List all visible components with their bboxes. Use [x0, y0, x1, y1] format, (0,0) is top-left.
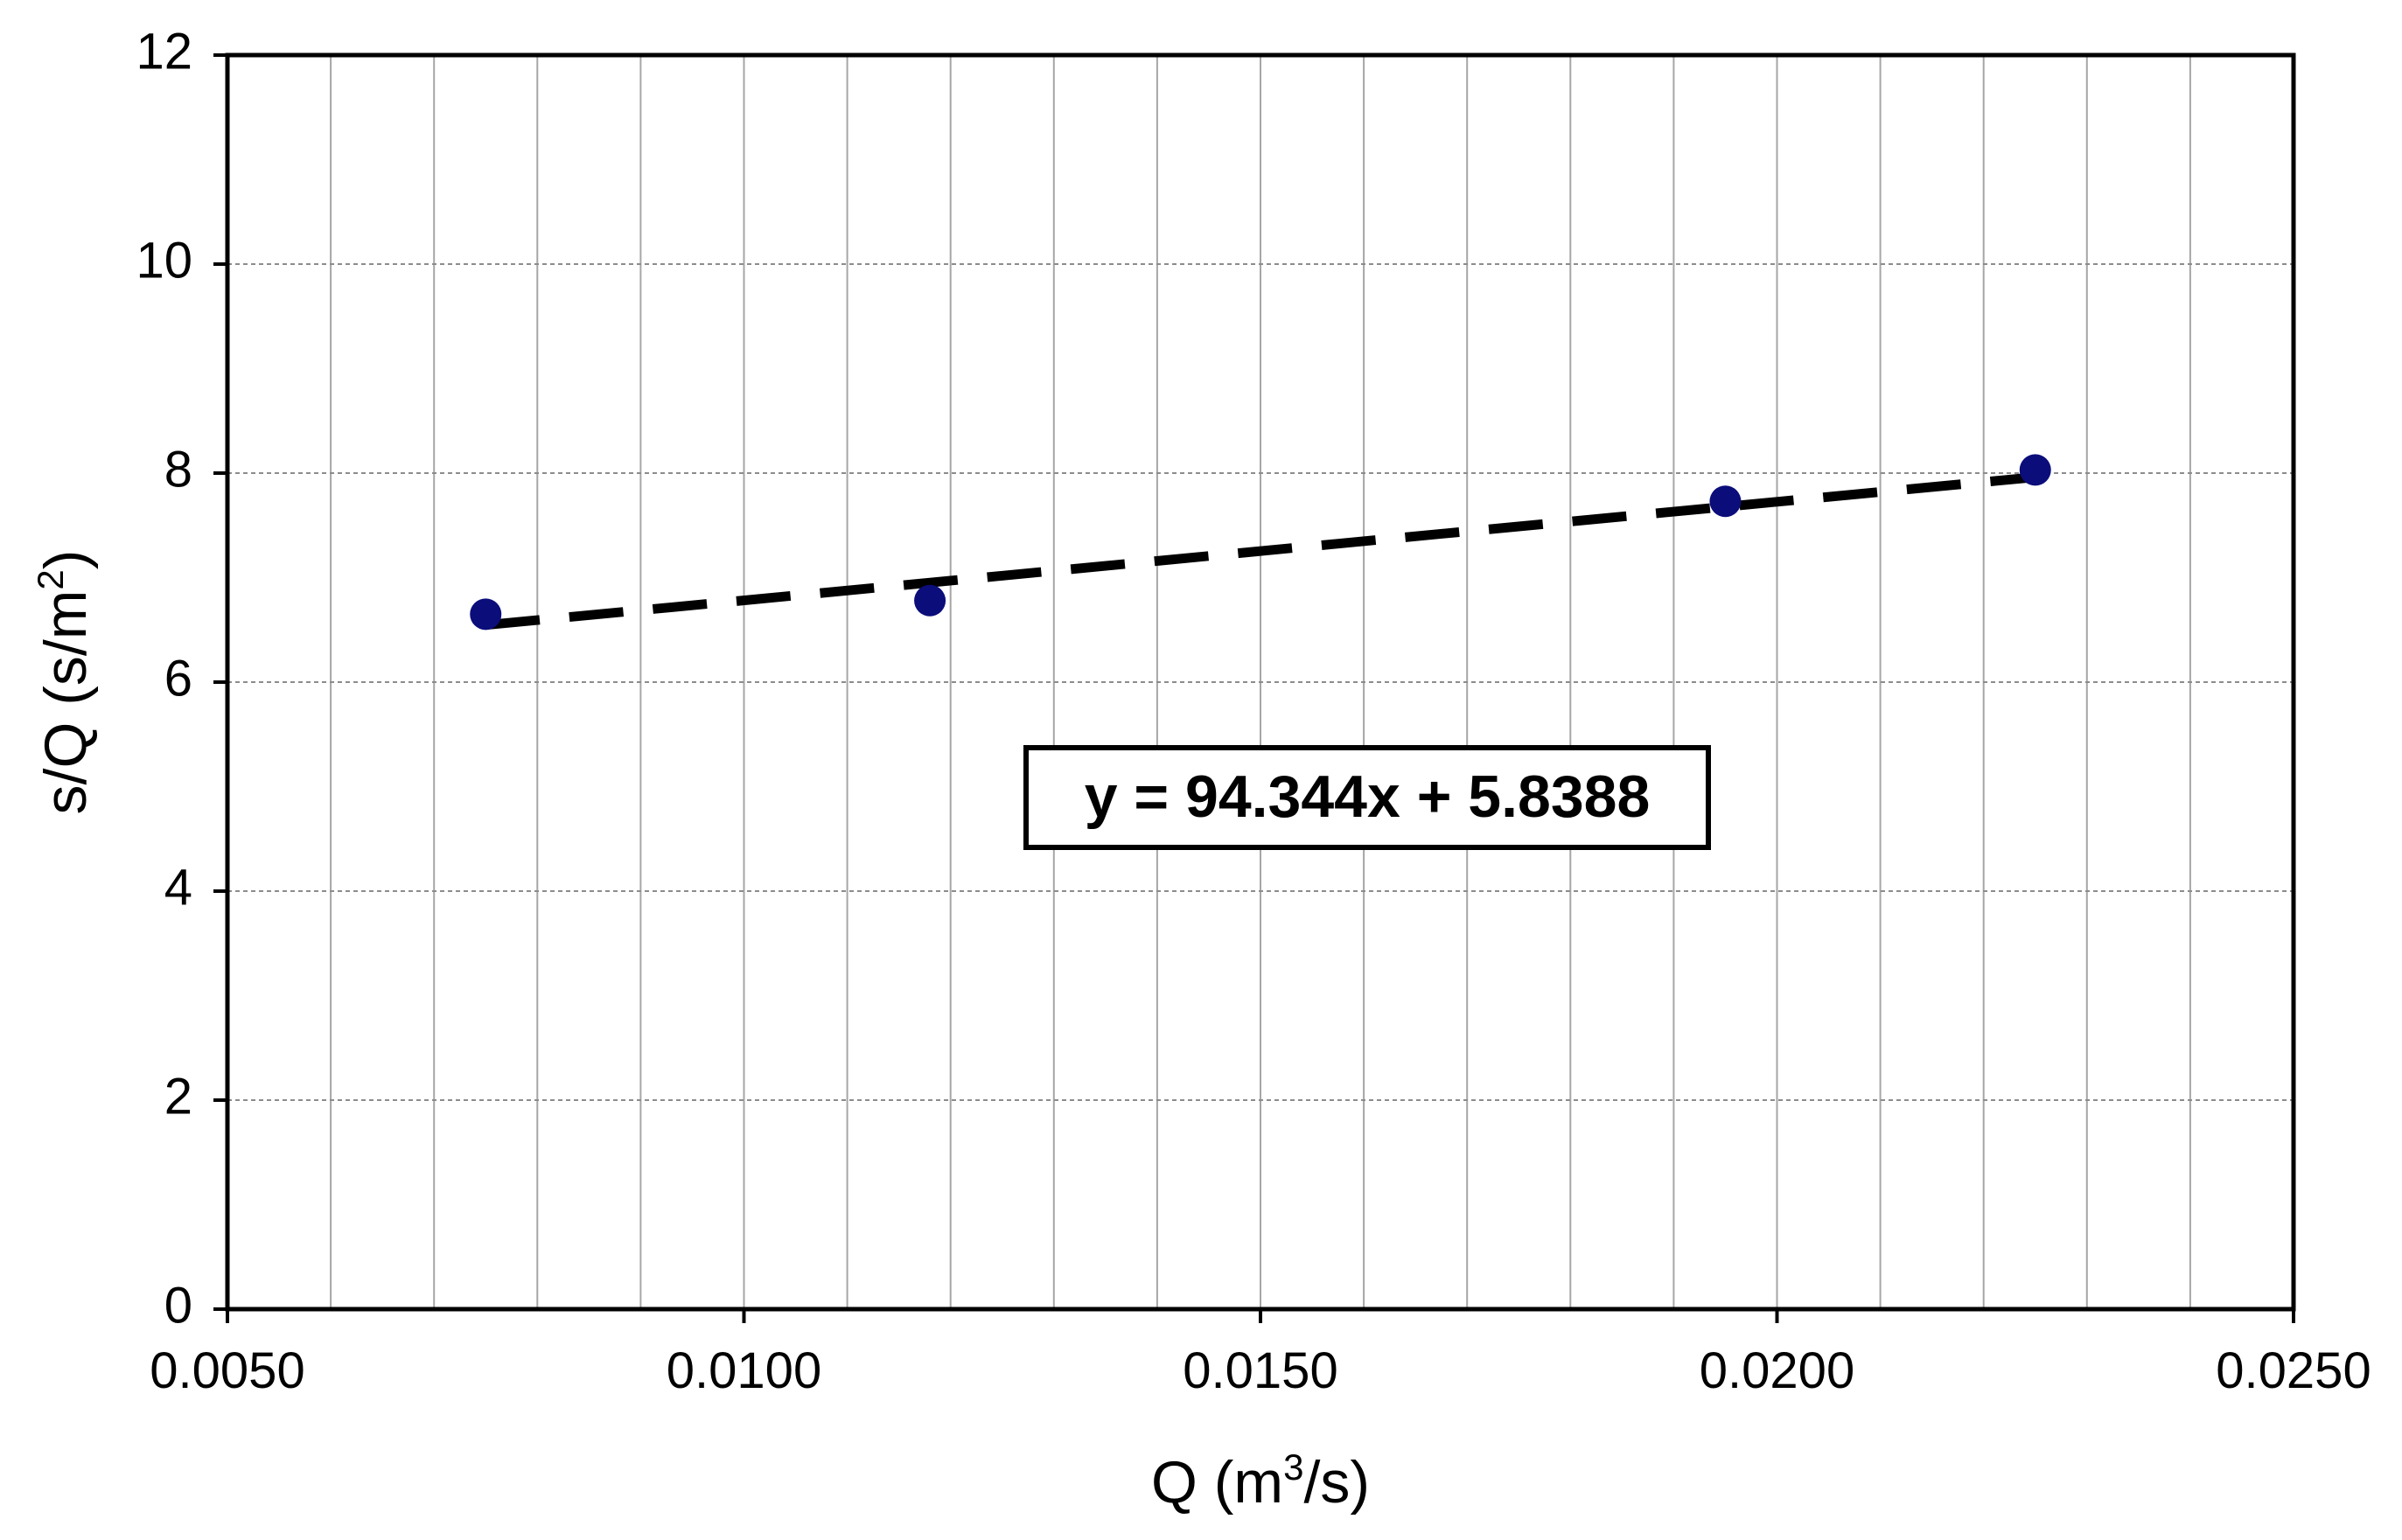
trendline-equation: y = 94.344x + 5.8388 [1085, 763, 1651, 830]
trendline-group [485, 472, 2036, 631]
x-axis-title-sup: 3 [1283, 1446, 1303, 1488]
y-axis-title: s/Q (s/m2) [30, 550, 99, 815]
x-tick-label: 0.0250 [2216, 1342, 2371, 1399]
x-axis-title-rest: /s) [1303, 1449, 1370, 1516]
data-point [914, 584, 946, 617]
equation-box-border [1023, 745, 1711, 850]
grid-lines [227, 55, 2294, 1309]
y-tick-label: 2 [164, 1068, 192, 1125]
y-axis-title-sup: 2 [30, 569, 71, 589]
y-tick-label: 0 [164, 1277, 192, 1334]
x-tick-label: 0.0200 [1700, 1342, 1854, 1399]
x-tick-label: 0.0100 [667, 1342, 821, 1399]
data-point [470, 598, 502, 631]
y-tick-label: 4 [164, 859, 192, 916]
data-point [1709, 485, 1742, 518]
y-tick-label: 6 [164, 650, 192, 707]
x-axis-title: Q (m3/s) [1151, 1446, 1370, 1516]
axis-ticks [213, 53, 2295, 1323]
data-point [2019, 454, 2051, 486]
y-axis-title-rest: ) [32, 550, 99, 570]
data-points [470, 454, 2051, 631]
x-tick-label: 0.0150 [1183, 1342, 1337, 1399]
y-tick-label: 10 [136, 232, 192, 289]
y-axis-title-base: s/Q (s/m [32, 590, 99, 815]
trendline [485, 472, 2036, 631]
y-tick-label: 12 [136, 23, 192, 80]
trendline-equation-box: y = 94.344x + 5.8388 [1023, 745, 1711, 850]
tick-labels: 0.0050 0.0100 0.0150 0.0200 0.0250 0 2 4 6 8 10 12 [136, 23, 2371, 1399]
x-tick-label: 0.0050 [150, 1342, 304, 1399]
x-axis-title-base: Q (m [1151, 1449, 1283, 1516]
y-tick-label: 8 [164, 441, 192, 498]
